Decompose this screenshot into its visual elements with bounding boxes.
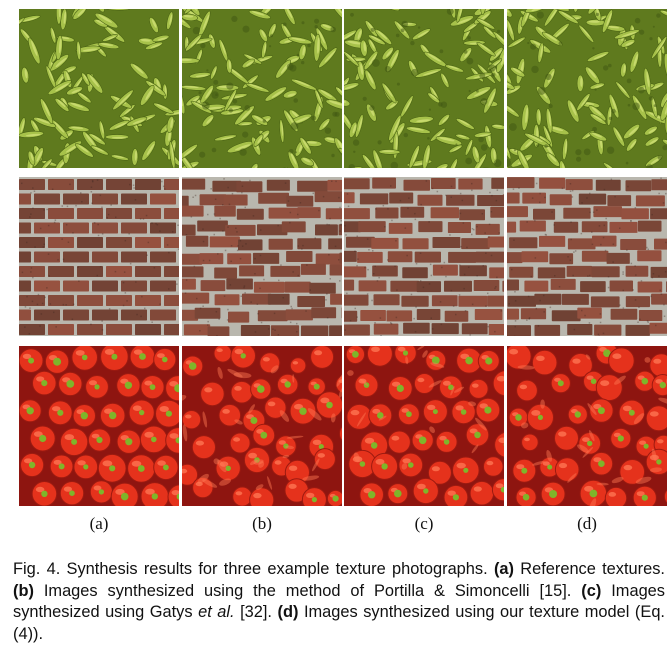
peas-texture-image xyxy=(182,9,342,168)
caption-prefix: Fig. 4. Synthesis results for three exam… xyxy=(13,560,494,578)
caption-text-c: Images synthesized using Gatys xyxy=(13,581,665,622)
tile-peppers-b xyxy=(182,346,342,506)
tile-peppers-d xyxy=(507,346,667,506)
tile-peppers-c xyxy=(344,346,504,506)
brick-texture-image xyxy=(507,177,667,336)
brick-texture-image xyxy=(182,177,342,336)
caption-text-b: Images synthesized using the method of P… xyxy=(33,581,582,600)
brick-texture-image xyxy=(19,177,179,336)
tile-peas-a xyxy=(19,9,179,168)
tile-peas-b xyxy=(182,9,342,168)
tile-brick-c xyxy=(344,177,504,336)
tile-brick-b xyxy=(182,177,342,336)
column-label-a: (a) xyxy=(89,514,109,533)
caption-tag-c: (c) xyxy=(581,581,602,600)
tile-peppers-a xyxy=(19,346,179,506)
caption-text-d: Images synthesized using our texture mod… xyxy=(13,603,665,643)
tile-brick-d xyxy=(507,177,667,336)
peppers-texture-image xyxy=(344,346,504,506)
caption-tag-d: (d) xyxy=(277,603,299,621)
peppers-texture-image xyxy=(19,346,179,506)
peppers-texture-image xyxy=(182,346,342,506)
column-label-c: (c) xyxy=(414,514,434,533)
peas-texture-image xyxy=(344,9,504,168)
column-label-d: (d) xyxy=(577,514,597,533)
caption-text-c2: [32]. xyxy=(234,603,278,621)
caption-tag-b: (b) xyxy=(13,581,34,600)
peppers-texture-image xyxy=(507,346,667,506)
caption-text-a: Reference textures. xyxy=(513,560,665,578)
figure-caption: Fig. 4. Synthesis results for three exam… xyxy=(13,559,665,645)
peas-texture-image xyxy=(19,9,179,168)
caption-etal: et al. xyxy=(198,603,235,621)
tile-brick-a xyxy=(19,177,179,336)
column-label-b: (b) xyxy=(252,514,272,533)
caption-tag-a: (a) xyxy=(493,560,514,578)
brick-texture-image xyxy=(344,177,504,336)
peas-texture-image xyxy=(507,9,667,168)
tile-peas-d xyxy=(507,9,667,168)
tile-peas-c xyxy=(344,9,504,168)
